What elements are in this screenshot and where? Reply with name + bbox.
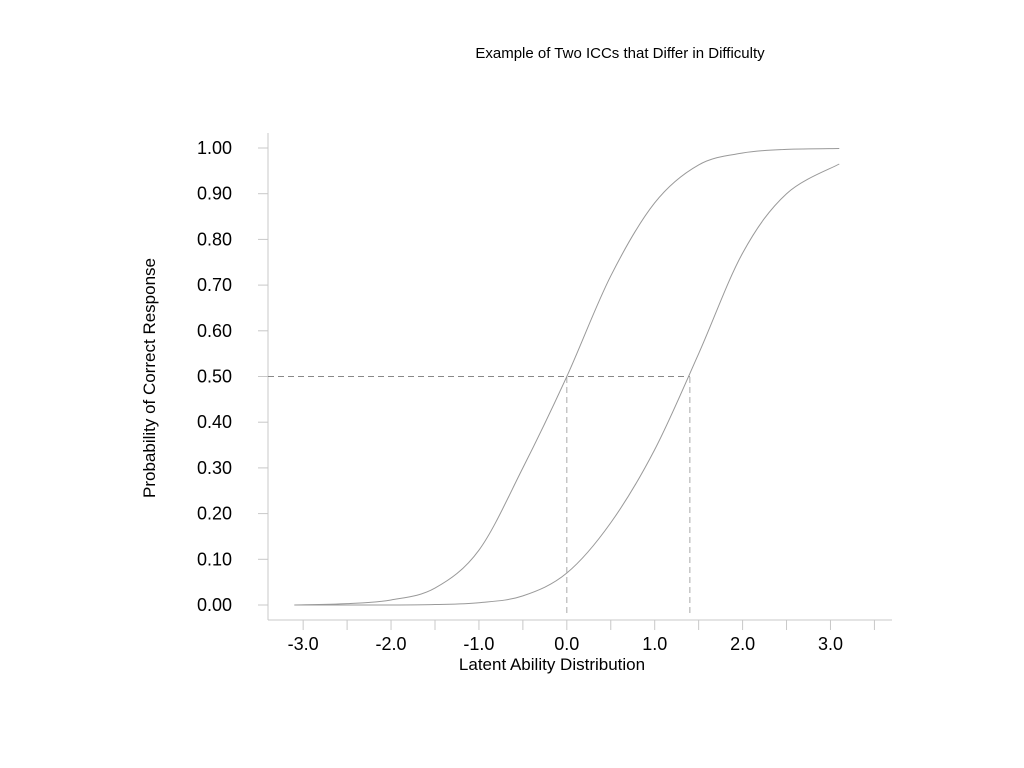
reference-lines [268, 376, 691, 613]
icc-curves [294, 147, 840, 606]
icc-curve-1 [294, 147, 840, 606]
x-tick-label: -1.0 [463, 634, 494, 654]
y-tick-label: 0.40 [197, 412, 232, 432]
y-tick-label: 0.20 [197, 504, 232, 524]
y-tick-label: 0.00 [197, 595, 232, 615]
y-tick-label: 0.50 [197, 367, 232, 387]
x-tick-label: 3.0 [818, 634, 843, 654]
y-tick-label: 0.30 [197, 458, 232, 478]
x-tick-label: -2.0 [376, 634, 407, 654]
y-tick-label: 0.80 [197, 229, 232, 249]
x-tick-label: 1.0 [642, 634, 667, 654]
x-axis-ticks: -3.0 -2.0 -1.0 0.0 1.0 2.0 3.0 [288, 620, 875, 654]
y-tick-label: 0.90 [197, 184, 232, 204]
x-tick-label: -3.0 [288, 634, 319, 654]
y-tick-label: 1.00 [197, 138, 232, 158]
x-axis-title: Latent Ability Distribution [459, 655, 645, 674]
x-tick-label: 0.0 [554, 634, 579, 654]
icc-curve-2 [294, 163, 840, 606]
x-tick-label: 2.0 [730, 634, 755, 654]
y-tick-label: 0.70 [197, 275, 232, 295]
y-tick-label: 0.60 [197, 321, 232, 341]
y-tick-label: 0.10 [197, 549, 232, 569]
y-axis-title: Probability of Correct Response [140, 258, 159, 498]
chart-title: Example of Two ICCs that Differ in Diffi… [475, 45, 765, 62]
y-axis-ticks: 0.00 0.10 0.20 0.30 0.40 0.50 0.60 0.70 0.80 0.90… [197, 138, 268, 615]
